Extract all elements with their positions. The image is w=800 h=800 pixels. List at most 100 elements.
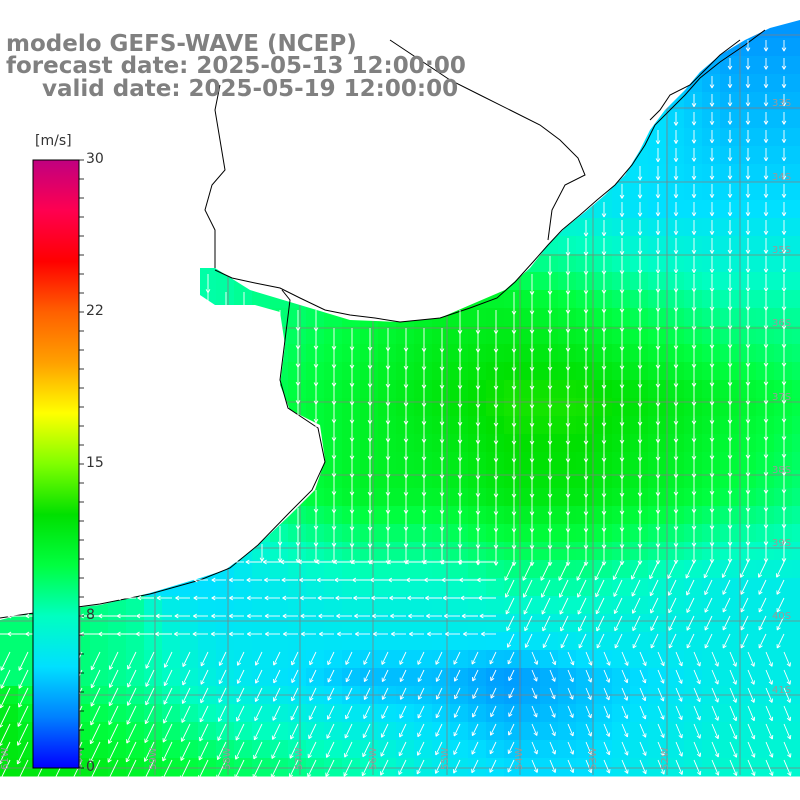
field-cell	[648, 200, 667, 219]
wind-arrow	[763, 202, 769, 217]
field-cell	[162, 632, 181, 651]
field-cell	[792, 344, 800, 363]
field-cell	[558, 236, 577, 255]
wind-arrow	[691, 166, 697, 180]
field-cell	[558, 362, 577, 381]
field-cell	[774, 182, 793, 201]
wind-arrow	[745, 130, 751, 143]
field-cell	[306, 398, 325, 417]
wind-arrow	[637, 166, 643, 181]
wind-arrow	[781, 112, 787, 125]
wind-arrow	[489, 741, 497, 755]
land-south-america	[0, 0, 800, 620]
field-cell	[792, 92, 800, 111]
wind-arrow	[709, 220, 715, 235]
field-cell	[126, 632, 145, 651]
field-cell	[540, 758, 559, 777]
field-cell	[720, 344, 739, 363]
lon-label: 59W	[148, 747, 159, 770]
wind-arrow	[234, 759, 245, 779]
field-cell	[684, 128, 703, 147]
field-cell	[702, 524, 721, 543]
wind-arrow	[89, 741, 101, 764]
field-cell	[648, 434, 667, 453]
wind-arrow	[711, 759, 720, 776]
field-cell	[378, 380, 397, 399]
field-cell	[792, 146, 800, 165]
field-cell	[522, 488, 541, 507]
field-cell	[450, 380, 469, 399]
field-cell	[702, 218, 721, 237]
field-cell	[324, 542, 343, 561]
field-cell	[792, 416, 800, 435]
field-cell	[522, 704, 541, 723]
field-cell	[450, 398, 469, 417]
wind-arrow	[155, 631, 172, 637]
wind-arrow	[691, 130, 697, 144]
wind-arrow	[345, 651, 353, 665]
field-cell	[792, 614, 800, 633]
wind-arrow	[585, 651, 593, 666]
wind-arrow	[691, 238, 697, 254]
wind-arrow	[193, 595, 208, 601]
field-cell	[612, 182, 631, 201]
wind-arrow	[619, 202, 625, 217]
field-cell	[738, 200, 757, 219]
wind-arrow	[435, 651, 443, 665]
wind-arrow	[288, 759, 299, 778]
field-cell	[306, 614, 325, 633]
field-cell	[738, 326, 757, 345]
field-cell	[774, 236, 793, 255]
wind-arrow	[585, 687, 592, 700]
wind-arrow	[727, 148, 733, 162]
field-cell	[522, 668, 541, 687]
field-cell	[792, 164, 800, 183]
wind-arrow	[505, 597, 515, 615]
field-cell	[540, 344, 559, 363]
wind-arrow	[309, 669, 317, 683]
field-cell	[756, 398, 775, 417]
wind-arrow	[98, 631, 118, 637]
wind-arrow	[98, 613, 118, 619]
wind-arrow	[781, 40, 787, 52]
field-cell	[450, 542, 469, 561]
wind-arrow	[316, 577, 334, 583]
wind-arrow	[246, 613, 262, 619]
field-cell	[684, 164, 703, 183]
field-cell	[720, 272, 739, 291]
wind-arrow	[667, 579, 677, 596]
field-cell	[594, 326, 613, 345]
field-cell	[702, 416, 721, 435]
field-cell	[792, 254, 800, 273]
lon-label: 54W	[514, 747, 525, 770]
field-cell	[774, 722, 793, 741]
wind-arrow	[200, 669, 209, 685]
wind-arrow	[336, 613, 352, 619]
field-cell	[594, 218, 613, 237]
lat-label: 38S	[772, 465, 791, 476]
field-cell	[702, 236, 721, 255]
wind-arrow	[236, 705, 245, 722]
field-cell	[594, 452, 613, 471]
wind-arrow	[326, 723, 335, 739]
field-cell	[792, 272, 800, 291]
field-cell	[504, 326, 523, 345]
field-cell	[432, 452, 451, 471]
wind-arrow	[236, 651, 245, 666]
wind-arrow	[655, 184, 661, 199]
wind-arrow	[531, 759, 539, 773]
wind-arrow	[763, 220, 769, 235]
field-cell	[612, 488, 631, 507]
field-cell	[684, 182, 703, 201]
field-cell	[594, 470, 613, 489]
field-cell	[504, 704, 523, 723]
wind-arrow	[675, 759, 684, 775]
field-cell	[432, 506, 451, 525]
wind-arrow	[107, 759, 119, 782]
field-cell	[558, 308, 577, 327]
wind-arrow	[216, 759, 227, 780]
wind-arrow	[380, 741, 389, 757]
field-cell	[504, 344, 523, 363]
field-cell	[414, 614, 433, 633]
wind-arrow	[163, 669, 173, 687]
